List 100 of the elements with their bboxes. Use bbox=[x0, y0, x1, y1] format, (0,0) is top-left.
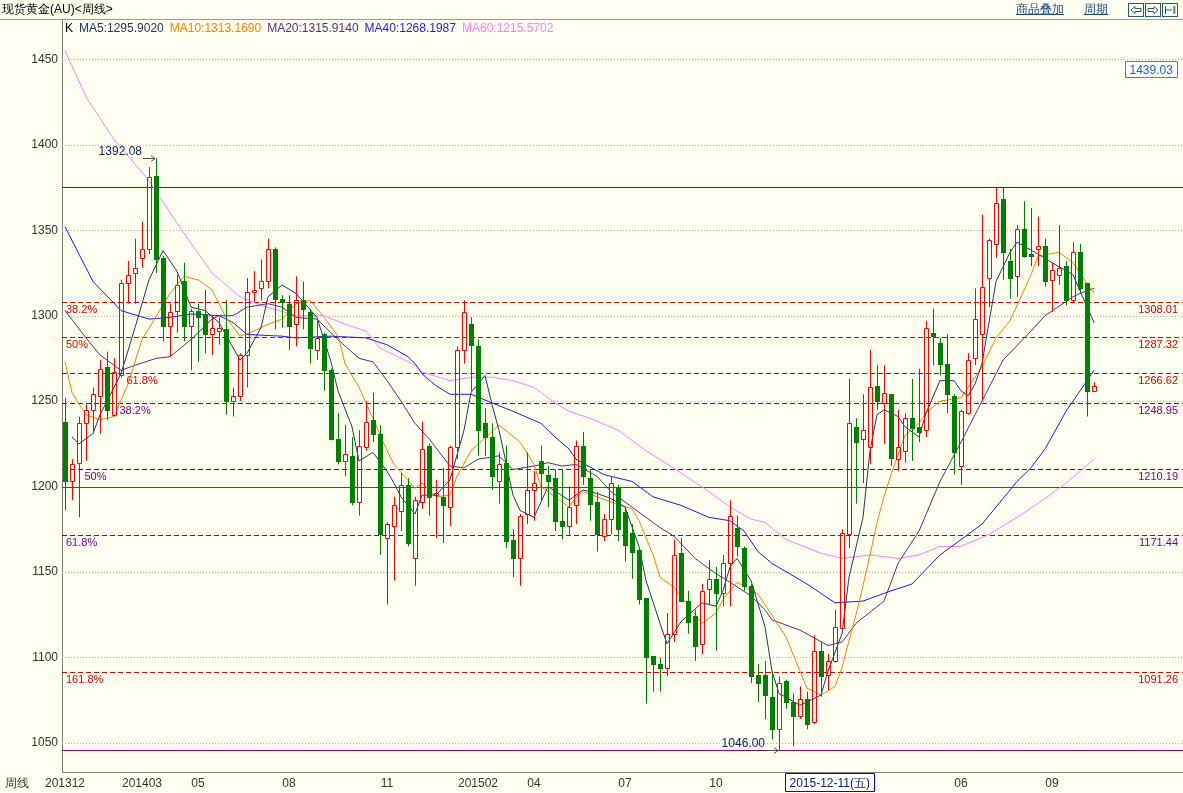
candlestick bbox=[735, 515, 740, 558]
candlestick bbox=[1085, 283, 1090, 418]
candlestick bbox=[994, 186, 999, 259]
annotation: 61.8% bbox=[66, 536, 98, 549]
candlestick bbox=[469, 316, 474, 392]
text: MA10:1313.1690 bbox=[169, 21, 262, 36]
candlestick bbox=[301, 280, 306, 330]
candlestick bbox=[973, 287, 978, 366]
candlestick bbox=[903, 412, 908, 464]
candlestick bbox=[686, 590, 691, 635]
y-tick-label: 1300 bbox=[31, 307, 59, 322]
candlestick bbox=[924, 320, 929, 438]
candlestick bbox=[896, 409, 901, 472]
candlestick bbox=[910, 378, 915, 462]
candlestick bbox=[791, 692, 796, 747]
x-tick-label: 07 bbox=[618, 775, 632, 790]
candlestick bbox=[322, 332, 327, 392]
candlestick bbox=[616, 484, 621, 542]
annotation: 38.2% bbox=[66, 303, 98, 316]
x-tick-label: 09 bbox=[1045, 775, 1059, 790]
candlestick bbox=[154, 157, 159, 274]
candlestick bbox=[560, 468, 565, 541]
candlestick bbox=[231, 386, 236, 418]
candlestick bbox=[294, 275, 299, 347]
text: MA60:1215.5702 bbox=[461, 21, 554, 36]
annotation: 1046.00 bbox=[721, 735, 766, 750]
candlestick bbox=[693, 609, 698, 662]
ref-line-label: 1308.01 bbox=[1138, 303, 1178, 316]
candlestick bbox=[931, 308, 936, 366]
text: MA40:1268.1987 bbox=[364, 21, 457, 36]
candlestick bbox=[392, 496, 397, 582]
candlestick bbox=[833, 609, 838, 662]
y-tick-label: 1150 bbox=[32, 564, 59, 579]
candlestick bbox=[413, 496, 418, 587]
candlestick bbox=[427, 443, 432, 517]
candlestick bbox=[1029, 207, 1034, 267]
candlestick bbox=[511, 528, 516, 578]
candlestick bbox=[273, 246, 278, 330]
candlestick bbox=[581, 431, 586, 486]
candlestick bbox=[1008, 248, 1013, 300]
candlestick bbox=[98, 359, 103, 435]
annotation: 1439.03 bbox=[1129, 62, 1174, 77]
candlestick bbox=[189, 308, 194, 371]
text: MA20:1315.9140 bbox=[267, 21, 359, 36]
candlestick bbox=[630, 523, 635, 580]
candlestick bbox=[1043, 238, 1048, 288]
annotation: 50% bbox=[84, 470, 107, 483]
x-tick-label: 08 bbox=[282, 775, 296, 790]
candlestick bbox=[1064, 260, 1069, 306]
candlestick bbox=[700, 583, 705, 655]
candlestick bbox=[133, 238, 138, 305]
x-tick-label: 05 bbox=[191, 775, 205, 790]
candlestick bbox=[777, 675, 782, 751]
x-tick-label: 04 bbox=[527, 775, 541, 790]
candlestick bbox=[378, 424, 383, 556]
x-tick-label: 201312 bbox=[44, 775, 86, 790]
candlestick bbox=[812, 634, 817, 725]
candlestick bbox=[707, 559, 712, 606]
candlestick bbox=[602, 513, 607, 542]
candlestick bbox=[595, 491, 600, 553]
candlestick bbox=[875, 364, 880, 411]
candlestick bbox=[336, 412, 341, 465]
candlestick bbox=[721, 554, 726, 607]
candlestick bbox=[182, 262, 187, 342]
candlestick bbox=[756, 663, 761, 703]
candlestick bbox=[539, 445, 544, 501]
candlestick bbox=[1050, 262, 1055, 313]
candlestick bbox=[952, 393, 957, 476]
candlestick bbox=[546, 465, 551, 508]
candlestick bbox=[406, 477, 411, 547]
y-tick-label: 1200 bbox=[31, 478, 59, 493]
candlestick bbox=[441, 467, 446, 544]
candlestick bbox=[462, 299, 467, 365]
candlestick bbox=[861, 393, 866, 484]
y-tick-label: 1350 bbox=[31, 222, 59, 237]
text: 商品叠加 bbox=[1016, 1, 1064, 18]
candlestick bbox=[112, 357, 117, 416]
candlestick bbox=[490, 422, 495, 491]
candlestick bbox=[945, 333, 950, 414]
text: MA5:1295.9020 bbox=[79, 21, 165, 36]
candlestick bbox=[308, 308, 313, 365]
x-tick-label: 10 bbox=[709, 775, 723, 790]
candlestick bbox=[147, 166, 152, 255]
x-tick-label: 201502 bbox=[457, 775, 499, 790]
annotation: 50% bbox=[66, 338, 89, 351]
candlestick bbox=[140, 221, 145, 269]
candlestick bbox=[371, 392, 376, 443]
candlestick bbox=[819, 641, 824, 698]
ref-line-label: 1171.44 bbox=[1139, 536, 1178, 549]
candlestick bbox=[161, 255, 166, 342]
candlestick bbox=[1015, 224, 1020, 298]
candlestick bbox=[714, 566, 719, 652]
ref-line-label: 1210.19 bbox=[1138, 470, 1178, 483]
candlestick bbox=[1022, 200, 1027, 257]
candlestick bbox=[770, 670, 775, 741]
candlestick bbox=[252, 270, 257, 303]
candlestick bbox=[245, 277, 250, 388]
candlestick bbox=[679, 537, 684, 602]
candlestick bbox=[518, 513, 523, 587]
candlestick bbox=[287, 294, 292, 351]
